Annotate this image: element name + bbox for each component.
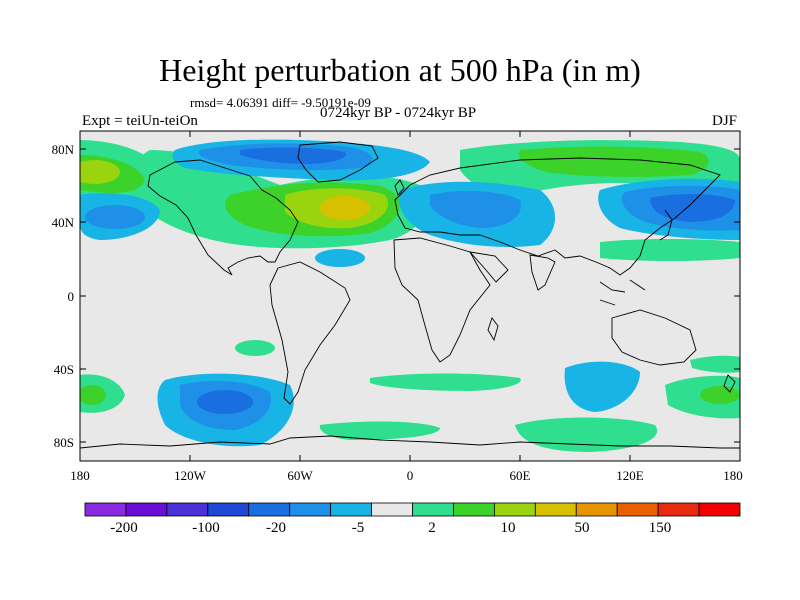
eurasia-negative-core	[430, 190, 521, 228]
madagascar-coast	[487, 317, 499, 342]
arctic-negative-core	[240, 147, 346, 164]
latitude-axis	[80, 148, 740, 443]
colorbar-swatch	[453, 502, 495, 517]
india-coast	[529, 254, 556, 291]
lon-label: 60E	[510, 468, 531, 483]
latitude-labels: 80N 40N 0 40S 80S	[52, 142, 75, 450]
lat-label: 40S	[54, 362, 74, 377]
map-title: Height perturbation at 500 hPa (in m)	[159, 52, 641, 88]
lon-label: 180	[70, 468, 90, 483]
ne-pacific-negative-core	[85, 205, 145, 229]
lon-label: 60W	[287, 468, 313, 483]
asia-positive-core	[518, 146, 709, 177]
south-left-positive-core	[80, 385, 106, 405]
uk-coast	[394, 179, 405, 196]
lon-label: 120W	[174, 468, 207, 483]
lat-label: 80N	[52, 142, 75, 157]
australia-coast	[611, 309, 697, 366]
south-pacific-negative-core	[197, 390, 253, 414]
colorbar	[84, 502, 741, 517]
contour-field	[80, 131, 740, 461]
north-atlantic-peak	[320, 196, 370, 220]
lon-label: 120E	[616, 468, 644, 483]
colorbar-swatch	[207, 502, 250, 517]
southern-ocean-positive	[319, 421, 440, 440]
lat-label: 80S	[54, 435, 74, 450]
south-america-coast	[269, 261, 351, 405]
colorbar-swatch	[616, 502, 659, 517]
lon-label: 180	[723, 468, 743, 483]
lat-label: 40N	[52, 215, 75, 230]
subtropical-atlantic-negative	[315, 249, 365, 267]
colorbar-swatch	[84, 502, 127, 517]
eurasia-coast	[394, 157, 721, 276]
new-zealand-coast	[723, 374, 736, 393]
colorbar-swatch	[330, 502, 372, 517]
japan-coast	[659, 209, 673, 241]
south-pacific-positive-small	[235, 340, 275, 356]
colorbar-swatch	[412, 502, 454, 517]
period-label: 0724kyr BP - 0724kyr BP	[320, 105, 477, 121]
colorbar-label: 50	[575, 520, 590, 536]
colorbar-swatch	[125, 502, 168, 517]
nw-pacific-negative-core	[650, 194, 735, 222]
colorbar-swatch	[248, 502, 291, 517]
greenland-coast	[297, 141, 379, 183]
colorbar-label: -200	[110, 520, 138, 536]
colorbar-labels: -200 -100 -20 -5 2 10 50 150	[110, 520, 671, 536]
lon-label: 0	[407, 468, 414, 483]
season-label: DJF	[712, 113, 738, 129]
south-indian-negative	[564, 361, 640, 412]
asia-positive-band	[600, 239, 740, 261]
lat-label: 0	[68, 289, 75, 304]
colorbar-label: 10	[501, 520, 516, 536]
colorbar-swatch	[534, 502, 577, 517]
experiment-label: Expt = teiUn-teiOn	[82, 113, 198, 129]
south-right-positive-core	[700, 386, 740, 404]
antarctica-coast	[80, 435, 740, 449]
colorbar-label: 2	[428, 520, 436, 536]
stats-label: rmsd= 4.06391 diff= -9.50191e-09	[190, 95, 371, 110]
colorbar-label: -100	[192, 520, 220, 536]
africa-coast	[393, 237, 491, 363]
longitude-labels: 180 120W 60W 0 60E 120E 180	[70, 468, 743, 483]
coastlines	[80, 141, 740, 449]
south-right-band	[690, 355, 740, 373]
colorbar-swatch	[698, 502, 741, 517]
south-atlantic-positive	[370, 373, 521, 391]
colorbar-swatch	[575, 502, 618, 517]
colorbar-swatch	[493, 502, 536, 517]
colorbar-swatch	[657, 502, 700, 517]
longitude-axis	[79, 131, 741, 461]
colorbar-swatch	[371, 502, 413, 517]
colorbar-label: 150	[649, 520, 672, 536]
arabia-coast	[468, 251, 509, 283]
colorbar-swatch	[289, 502, 332, 517]
colorbar-swatch	[166, 502, 209, 517]
north-america-coast	[147, 159, 299, 276]
pacific-peak-west	[80, 160, 120, 184]
colorbar-label: -20	[266, 520, 286, 536]
colorbar-label: -5	[352, 520, 365, 536]
southeast-asia-islands	[599, 279, 646, 306]
